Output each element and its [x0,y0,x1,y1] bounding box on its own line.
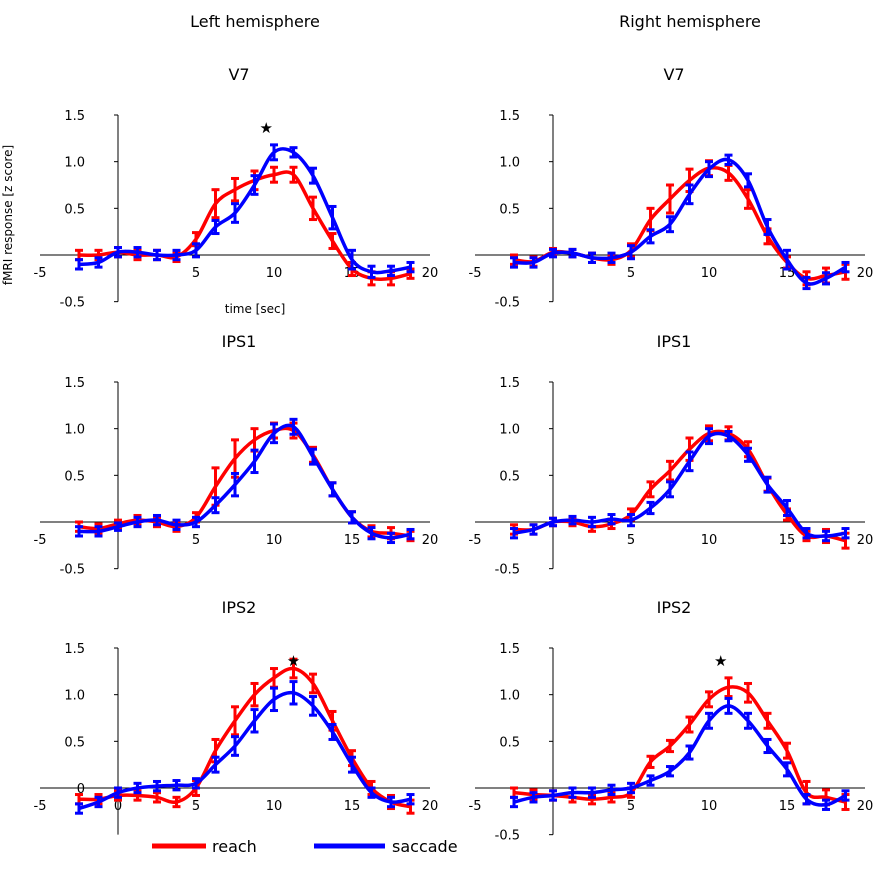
panel-ips1-right: IPS1 -0.5 0.5 1.0 1.5 -5 5 10 15 20 [469,332,874,578]
panel-title: IPS1 [657,332,692,351]
panel-ips2-left: IPS2 0 0.5 1.0 1.5 -5 0 5 10 15 20 ★ [34,598,439,835]
x-tick-label: 15 [779,533,796,548]
series-reach [510,424,850,550]
series-saccade [510,153,850,291]
series-line-reach [513,429,846,543]
x-axis-label: time [sec] [225,302,286,316]
y-tick-label: 0.5 [64,735,85,750]
series-saccade [75,417,415,545]
x-tick-label: 0 [114,799,122,814]
y-tick-label: -0.5 [60,563,85,578]
series-line-saccade [78,147,411,275]
x-tick-label: 5 [192,799,200,814]
x-tick-label: 20 [857,266,874,281]
y-tick-label: 1.0 [64,156,85,171]
x-tick-label: 20 [857,799,874,814]
panel-ips1-left: IPS1 -0.5 0.5 1.0 1.5 -5 5 10 15 20 [34,332,439,578]
series-saccade [510,427,850,543]
x-tick-label: -5 [34,799,47,814]
y-tick-label: 0.5 [499,735,520,750]
y-tick-label: 0.5 [64,202,85,217]
x-tick-label: 15 [344,799,361,814]
y-tick-label: -0.5 [495,563,520,578]
y-tick-label: 0 [77,782,85,797]
panel-ips2-right: IPS2 -0.5 0.5 1.0 1.5 -5 5 10 15 20 ★ [469,598,874,844]
series-line-saccade [78,423,411,540]
series-line-saccade [513,157,847,286]
y-tick-label: -0.5 [60,296,85,311]
x-tick-label: -5 [469,533,482,548]
significance-star-icon: ★ [259,119,272,137]
x-tick-label: 5 [627,799,635,814]
series-line-reach [78,666,411,809]
x-tick-label: -5 [34,266,47,281]
x-tick-label: 5 [192,266,200,281]
y-tick-label: 1.0 [499,423,520,438]
panel-v7-right: V7 -0.5 0.5 1.0 1.5 -5 5 10 15 20 [469,65,874,311]
panels: V7 -0.5 0.5 1.0 1.5 -5 5 10 15 20 ★ V7 -0.5 0.5 1.0 1.5… [34,65,874,844]
y-tick-label: 1.5 [64,642,85,657]
panel-title: IPS2 [222,598,257,617]
x-tick-label: -5 [469,266,482,281]
series-line-reach [78,170,411,281]
panel-title: IPS1 [222,332,257,351]
y-tick-label: -0.5 [495,296,520,311]
x-tick-label: 5 [627,266,635,281]
y-tick-label: 0.5 [499,469,520,484]
y-tick-label: 0.5 [499,202,520,217]
series-line-reach [78,426,411,538]
series-saccade [75,680,415,815]
x-tick-label: -5 [34,533,47,548]
y-tick-label: -0.5 [495,829,520,844]
x-tick-label: 5 [627,533,635,548]
x-tick-label: 20 [422,266,439,281]
significance-star-icon: ★ [714,652,727,670]
series-reach [75,165,415,287]
significance-star-icon: ★ [287,652,300,670]
y-tick-label: 1.0 [64,689,85,704]
x-tick-label: 10 [701,533,718,548]
y-tick-label: 1.5 [64,376,85,391]
y-tick-label: 1.0 [499,689,520,704]
legend: reach saccade [152,837,458,856]
legend-saccade-label: saccade [392,837,458,856]
x-tick-label: 10 [266,266,283,281]
x-tick-label: 10 [266,533,283,548]
y-axis-label: fMRI response [z score] [1,145,15,285]
y-tick-label: 1.5 [499,109,520,124]
y-tick-label: 1.5 [499,376,520,391]
x-tick-label: 15 [344,533,361,548]
legend-reach-label: reach [212,837,257,856]
x-tick-label: 15 [779,266,796,281]
x-tick-label: 10 [266,799,283,814]
x-tick-label: 10 [701,266,718,281]
series-line-saccade [78,690,411,811]
y-tick-label: 1.5 [64,109,85,124]
panel-title: V7 [663,65,684,84]
y-tick-label: 1.5 [499,642,520,657]
x-tick-label: 20 [422,799,439,814]
series-reach [510,159,850,287]
x-tick-label: 5 [192,533,200,548]
y-tick-label: 1.0 [499,156,520,171]
x-tick-label: -5 [469,799,482,814]
y-tick-label: 1.0 [64,423,85,438]
x-tick-label: 20 [857,533,874,548]
series-line-saccade [513,704,847,807]
x-tick-label: 10 [701,799,718,814]
series-saccade [75,143,415,279]
x-tick-label: 15 [779,799,796,814]
series-line-reach [513,165,846,281]
panel-title: IPS2 [657,598,692,617]
column-title-left: Left hemisphere [190,12,320,31]
panel-title: V7 [228,65,249,84]
x-tick-label: 20 [422,533,439,548]
series-saccade [510,696,850,811]
series-line-saccade [513,431,846,539]
y-tick-label: 0.5 [64,469,85,484]
column-title-right: Right hemisphere [619,12,761,31]
